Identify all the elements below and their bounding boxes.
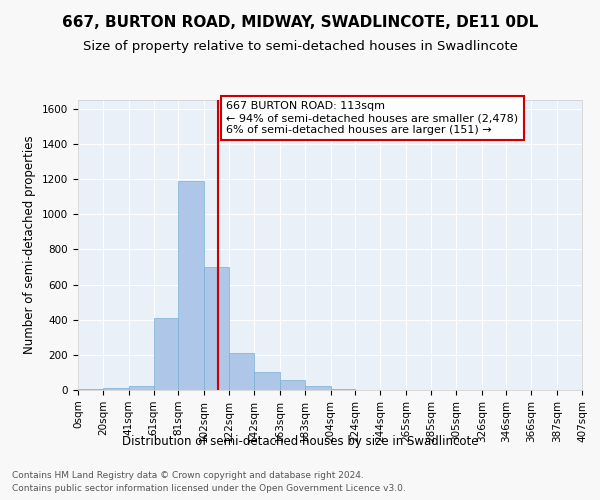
Text: Size of property relative to semi-detached houses in Swadlincote: Size of property relative to semi-detach… bbox=[83, 40, 517, 53]
Bar bbox=[331, 389, 355, 390]
Bar bbox=[178, 181, 205, 390]
Bar bbox=[78, 389, 103, 390]
Text: Contains HM Land Registry data © Crown copyright and database right 2024.: Contains HM Land Registry data © Crown c… bbox=[12, 470, 364, 480]
Text: 667 BURTON ROAD: 113sqm
← 94% of semi-detached houses are smaller (2,478)
6% of : 667 BURTON ROAD: 113sqm ← 94% of semi-de… bbox=[226, 102, 518, 134]
Bar bbox=[129, 386, 154, 390]
Bar bbox=[205, 267, 229, 390]
Bar bbox=[254, 372, 280, 390]
Bar bbox=[154, 318, 178, 390]
Bar bbox=[229, 353, 254, 390]
Bar bbox=[305, 386, 331, 390]
Text: 667, BURTON ROAD, MIDWAY, SWADLINCOTE, DE11 0DL: 667, BURTON ROAD, MIDWAY, SWADLINCOTE, D… bbox=[62, 15, 538, 30]
Bar bbox=[103, 388, 129, 390]
Text: Distribution of semi-detached houses by size in Swadlincote: Distribution of semi-detached houses by … bbox=[122, 435, 478, 448]
Y-axis label: Number of semi-detached properties: Number of semi-detached properties bbox=[23, 136, 37, 354]
Bar bbox=[280, 380, 305, 390]
Text: Contains public sector information licensed under the Open Government Licence v3: Contains public sector information licen… bbox=[12, 484, 406, 493]
